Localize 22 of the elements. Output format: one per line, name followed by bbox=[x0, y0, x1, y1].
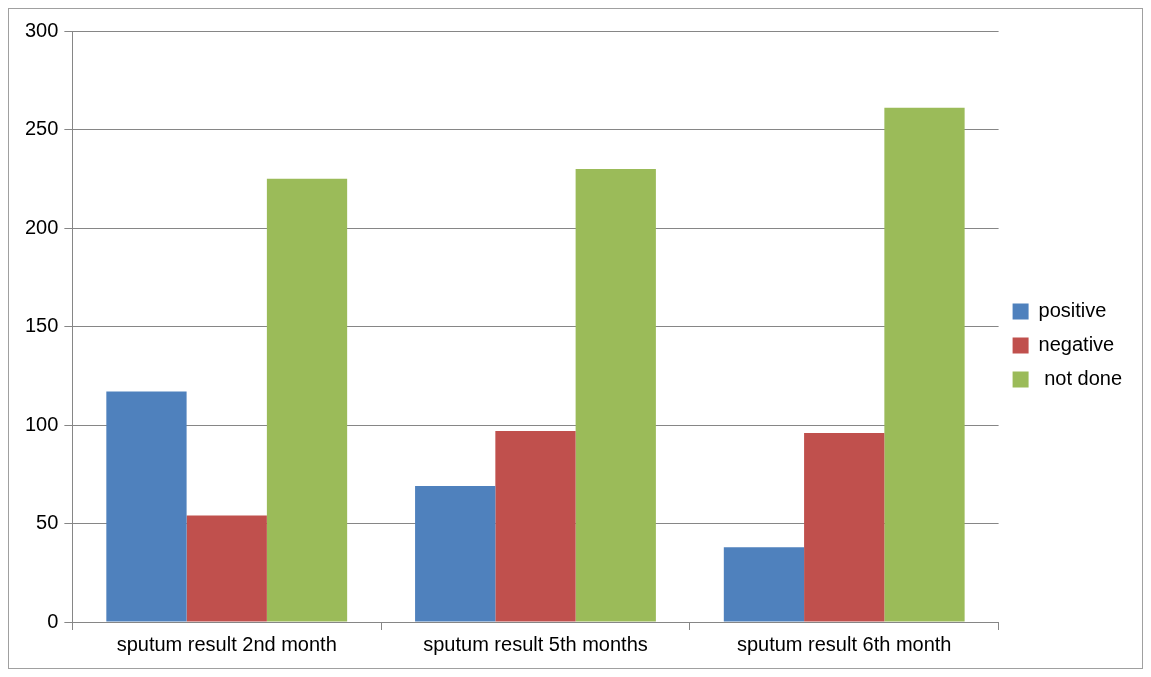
bar bbox=[575, 168, 656, 622]
bar bbox=[186, 515, 267, 622]
x-tick-label: sputum result 2nd month bbox=[116, 632, 337, 655]
y-tick-label: 150 bbox=[24, 314, 59, 337]
legend-label: positive bbox=[1038, 299, 1107, 322]
bar bbox=[106, 391, 187, 622]
legend-label: not done bbox=[1038, 367, 1123, 390]
y-tick-label: 300 bbox=[24, 18, 59, 41]
y-tick-label: 50 bbox=[36, 511, 59, 534]
bar bbox=[723, 547, 805, 622]
bar bbox=[495, 430, 576, 622]
x-tick-label: sputum result 6th month bbox=[736, 632, 952, 655]
y-tick-label: 250 bbox=[24, 117, 59, 140]
bar bbox=[804, 432, 885, 622]
x-tick-label: sputum result 5th months bbox=[423, 632, 648, 655]
bar bbox=[415, 486, 496, 622]
y-tick-label: 100 bbox=[24, 412, 59, 435]
legend-label: negative bbox=[1038, 333, 1115, 356]
y-tick-label: 0 bbox=[47, 609, 59, 632]
bar bbox=[266, 178, 348, 622]
y-tick-label: 200 bbox=[24, 215, 59, 238]
bar bbox=[884, 107, 965, 622]
